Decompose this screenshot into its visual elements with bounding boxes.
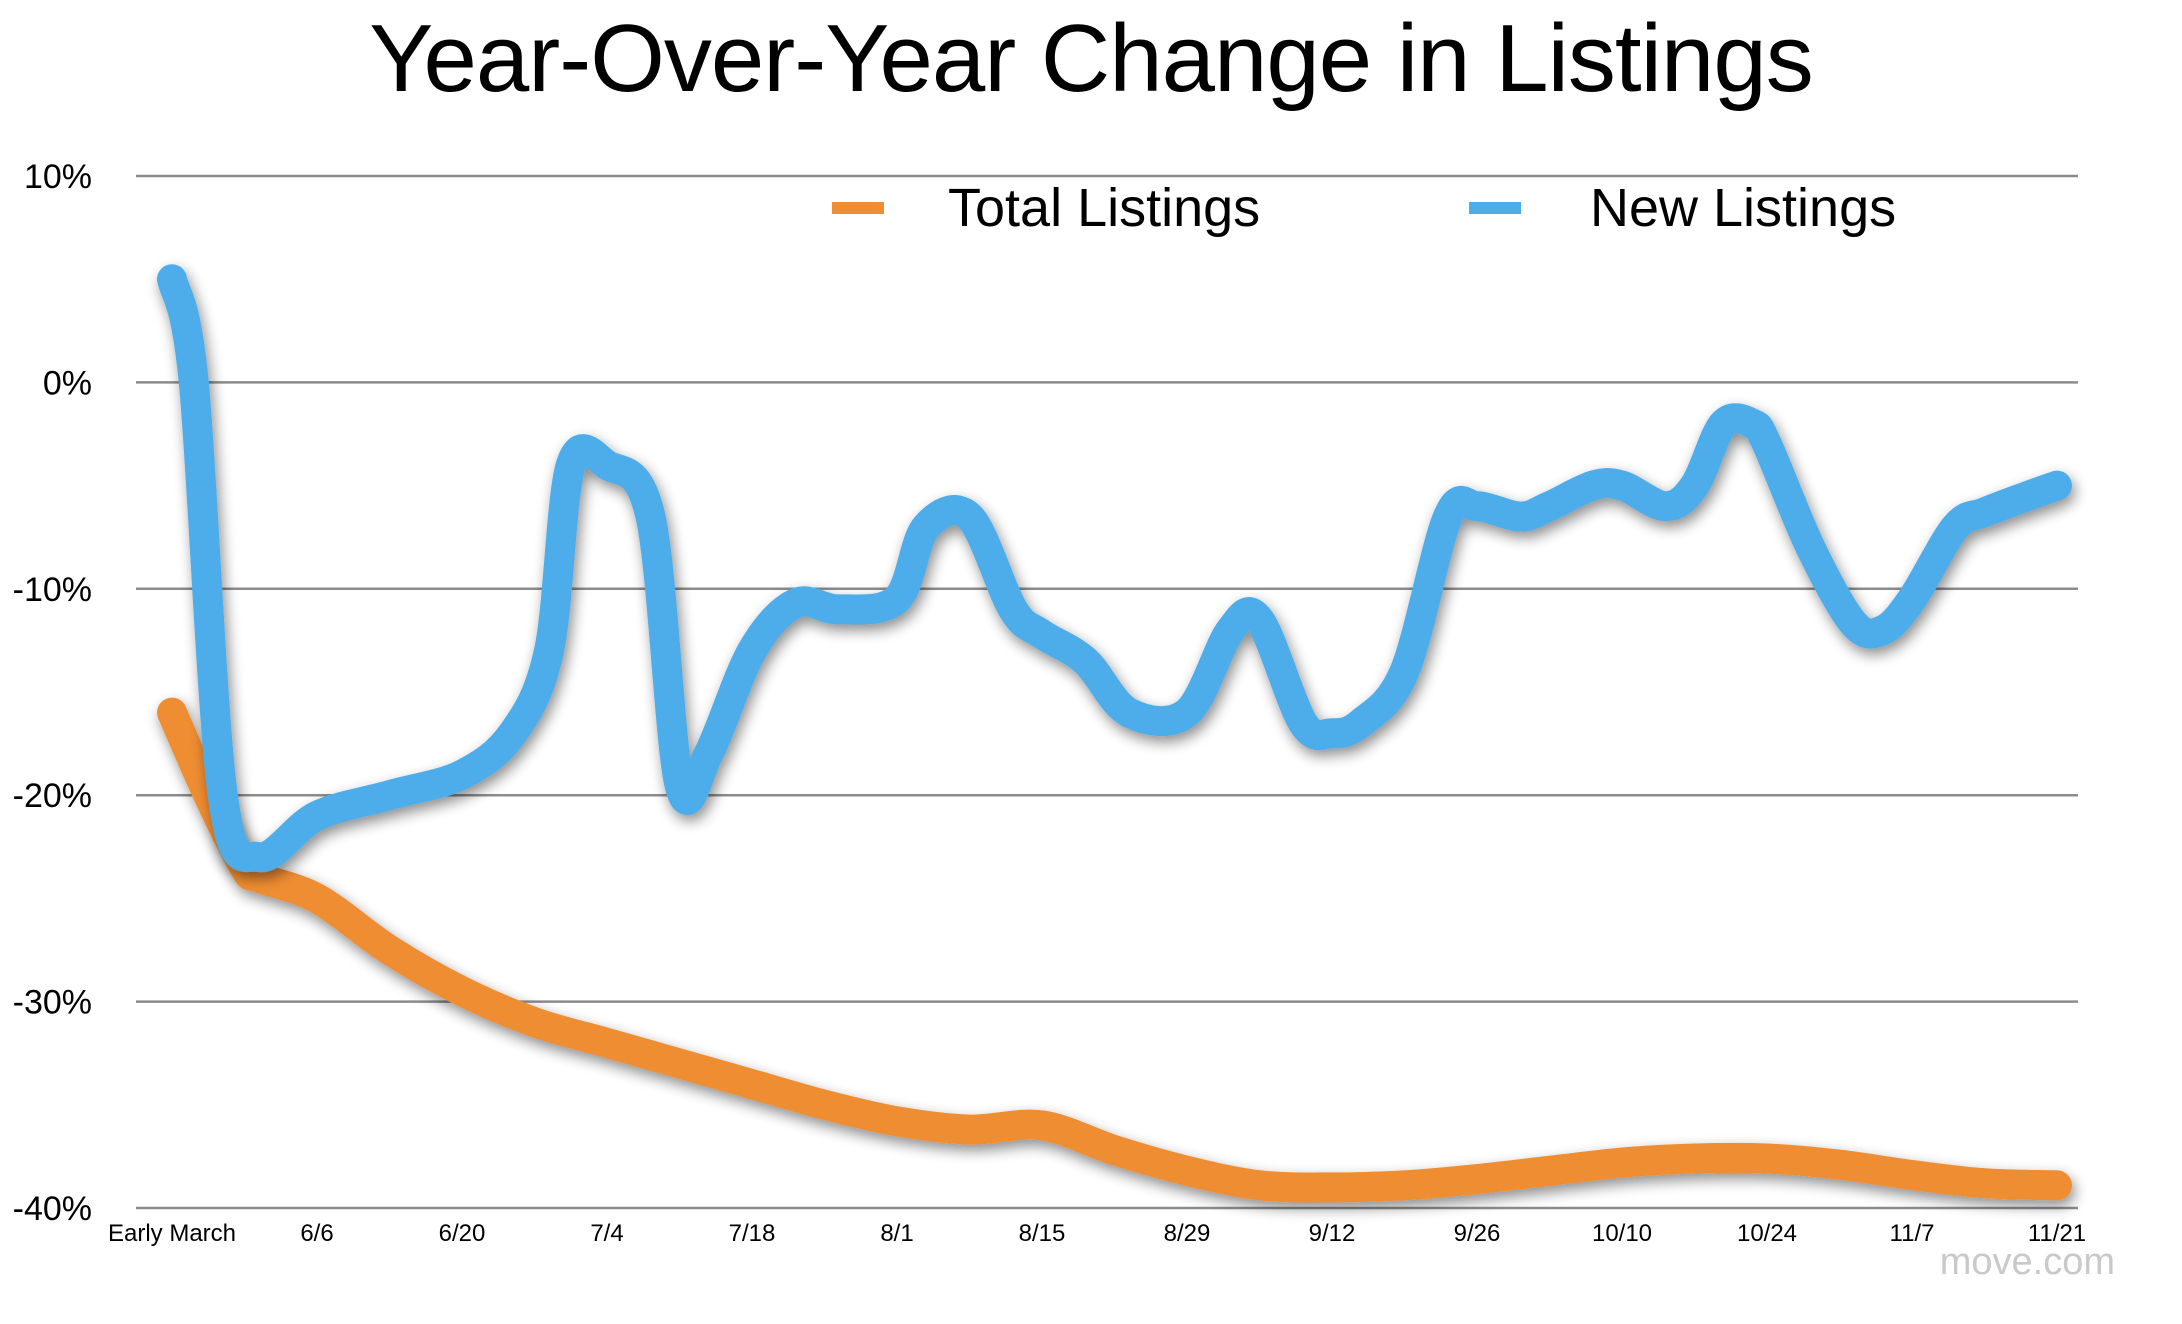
gridlines bbox=[136, 174, 2078, 1210]
chart-title: Year-Over-Year Change in Listings bbox=[369, 5, 1813, 112]
legend-label: New Listings bbox=[1590, 178, 1896, 238]
series-lines bbox=[157, 264, 2072, 1203]
x-tick-label: 8/15 bbox=[1019, 1220, 1066, 1247]
x-tick-label: 10/10 bbox=[1592, 1220, 1652, 1247]
x-tick-label: 9/26 bbox=[1454, 1220, 1501, 1247]
legend: Total Listings New Listings bbox=[832, 178, 1896, 238]
x-tick-label: 11/7 bbox=[1890, 1220, 1935, 1247]
y-tick-label: 10% bbox=[24, 158, 92, 196]
legend-label: Total Listings bbox=[948, 178, 1260, 238]
series-line-total-listings bbox=[157, 697, 2072, 1203]
x-tick-label: 7/4 bbox=[590, 1220, 623, 1247]
x-tick-label: 9/12 bbox=[1309, 1220, 1356, 1247]
y-tick-label: -10% bbox=[13, 571, 92, 609]
x-tick-label: 7/18 bbox=[729, 1220, 776, 1247]
x-tick-label: 8/29 bbox=[1164, 1220, 1211, 1247]
y-tick-label: 0% bbox=[43, 364, 92, 402]
y-axis-ticks: 10% 0% -10% -20% -30% -40% bbox=[13, 158, 92, 1228]
x-tick-label: 8/1 bbox=[880, 1220, 913, 1247]
source-label: move.com bbox=[1940, 1241, 2115, 1283]
x-axis-ticks: Early March 6/6 6/20 7/4 7/18 8/1 8/15 8/29 9/12… bbox=[108, 1220, 2086, 1247]
series-line-new-listings bbox=[157, 264, 2072, 873]
y-tick-label: -20% bbox=[13, 777, 92, 815]
x-tick-label: 10/24 bbox=[1737, 1220, 1797, 1247]
x-tick-label: 11/21 bbox=[2028, 1220, 2086, 1247]
x-tick-label: 6/6 bbox=[300, 1220, 333, 1247]
x-tick-label: Early March bbox=[108, 1220, 236, 1247]
y-tick-label: -40% bbox=[13, 1190, 92, 1228]
x-tick-label: 6/20 bbox=[439, 1220, 486, 1247]
y-tick-label: -30% bbox=[13, 984, 92, 1022]
